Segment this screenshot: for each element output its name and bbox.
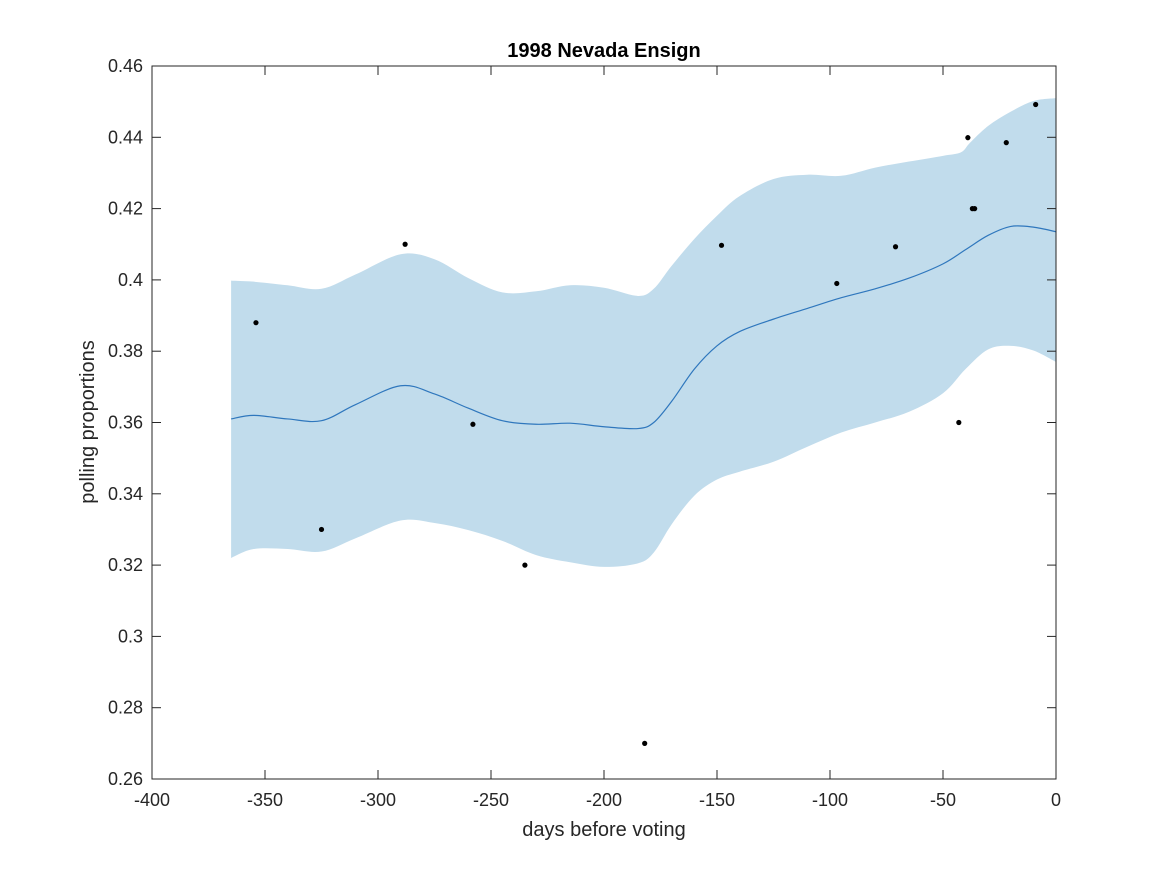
y-tick-label: 0.34	[108, 484, 143, 504]
data-point	[1003, 140, 1009, 146]
y-tick-label: 0.36	[108, 413, 143, 433]
x-axis-ticks: -400 -350 -300 -250 -200 -150 -100 -50 0	[134, 66, 1061, 810]
data-point	[718, 242, 725, 248]
y-tick-label: 0.3	[118, 626, 143, 646]
data-point	[1033, 101, 1039, 108]
y-axis-ticks: 0.26 0.28 0.3 0.32 0.34 0.36 0.38 0.4 0.42 0.44 0.…	[108, 56, 1056, 789]
data-point	[956, 419, 962, 426]
y-tick-label: 0.42	[108, 199, 143, 219]
x-tick-label: -300	[360, 790, 396, 810]
data-point	[834, 280, 840, 287]
x-tick-label: -400	[134, 790, 170, 810]
data-point	[318, 526, 325, 533]
trend-line	[230, 225, 1057, 430]
y-tick-label: 0.4	[118, 270, 143, 290]
y-tick-label: 0.26	[108, 769, 143, 789]
data-point	[253, 320, 259, 326]
y-tick-label: 0.38	[108, 341, 143, 361]
chart-title: 1998 Nevada Ensign	[507, 40, 700, 62]
x-tick-label: -150	[699, 790, 735, 810]
x-tick-label: -350	[247, 790, 283, 810]
data-point	[522, 562, 528, 568]
x-tick-label: -250	[473, 790, 509, 810]
x-tick-label: 0	[1051, 790, 1061, 810]
data-point	[470, 421, 476, 427]
x-tick-label: -50	[930, 790, 956, 810]
y-tick-label: 0.44	[108, 127, 143, 147]
y-tick-label: 0.46	[108, 56, 143, 76]
y-axis-label: polling proportions	[77, 340, 99, 503]
data-point	[642, 740, 648, 746]
x-tick-label: -100	[812, 790, 848, 810]
y-tick-label: 0.28	[108, 698, 143, 718]
plot-area	[230, 98, 1057, 746]
data-points	[253, 101, 1039, 746]
data-point	[972, 206, 978, 212]
x-axis-label: days before voting	[522, 819, 685, 841]
confidence-band	[231, 98, 1057, 567]
x-tick-label: -200	[586, 790, 622, 810]
data-point	[965, 135, 971, 141]
y-tick-label: 0.32	[108, 555, 143, 575]
data-point	[892, 244, 899, 250]
data-point	[402, 241, 408, 247]
